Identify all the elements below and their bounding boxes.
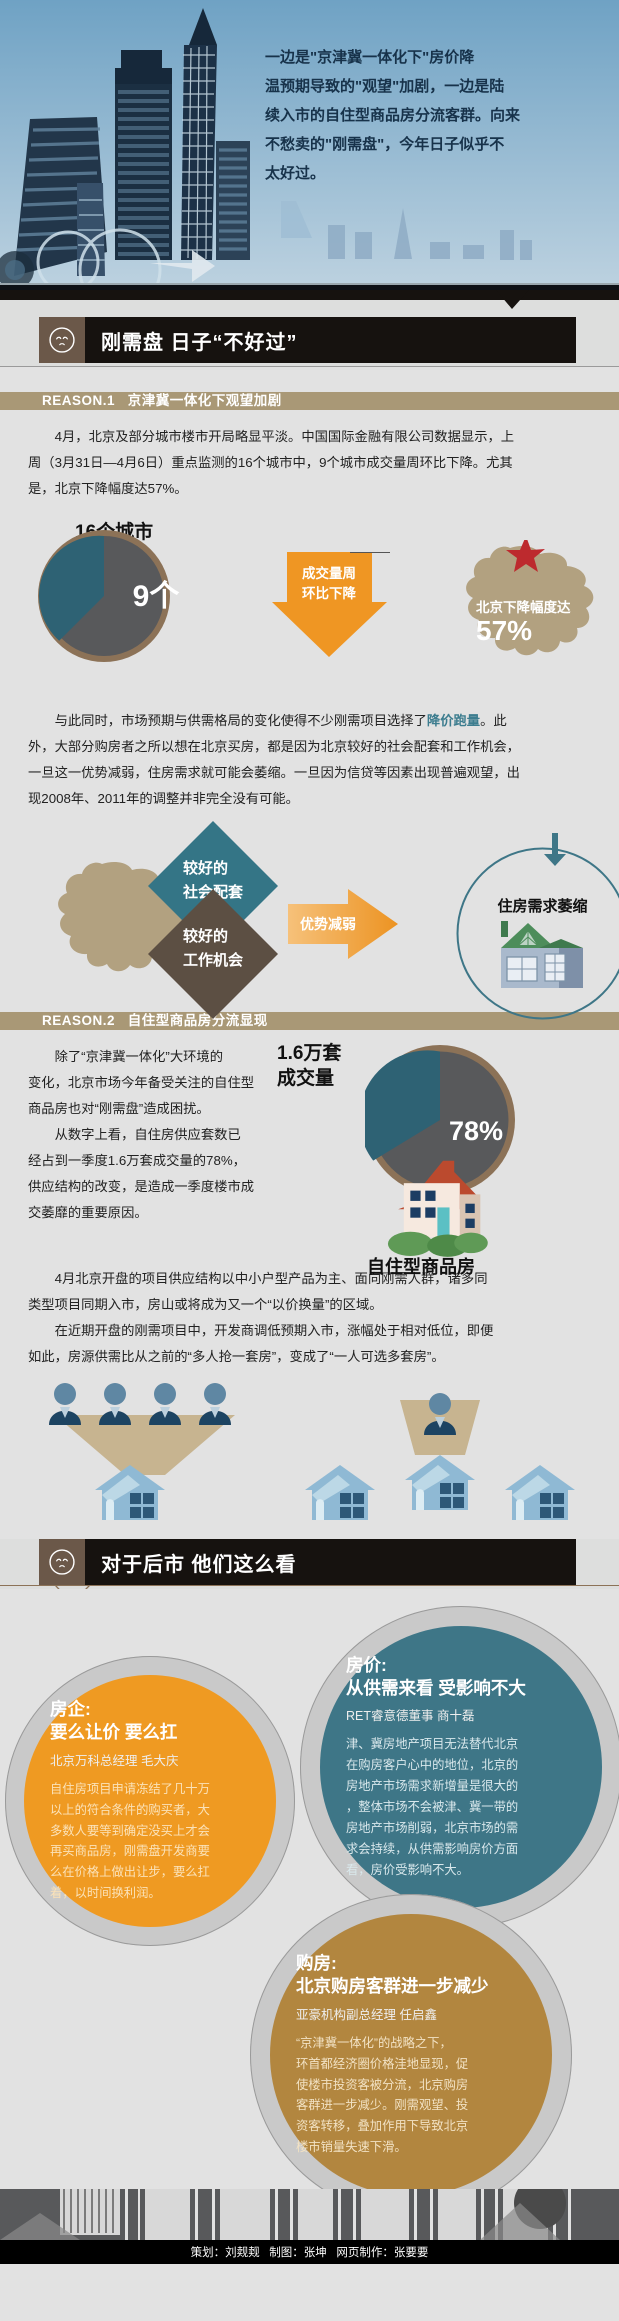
svg-text:57%: 57%: [476, 615, 532, 646]
svg-text:78%: 78%: [449, 1116, 503, 1146]
svg-text:北京下降幅度达: 北京下降幅度达: [476, 599, 571, 615]
svg-text:住房需求萎缩: 住房需求萎缩: [497, 897, 587, 915]
svg-text:较好的: 较好的: [183, 927, 228, 945]
svg-text:较好的: 较好的: [183, 859, 228, 877]
svg-text:成交量周: 成交量周: [302, 565, 356, 581]
svg-text:环比下降: 环比下降: [302, 585, 356, 601]
svg-text:9个: 9个: [133, 580, 181, 613]
svg-text:优势减弱: 优势减弱: [300, 916, 356, 932]
svg-text:工作机会: 工作机会: [183, 951, 243, 969]
